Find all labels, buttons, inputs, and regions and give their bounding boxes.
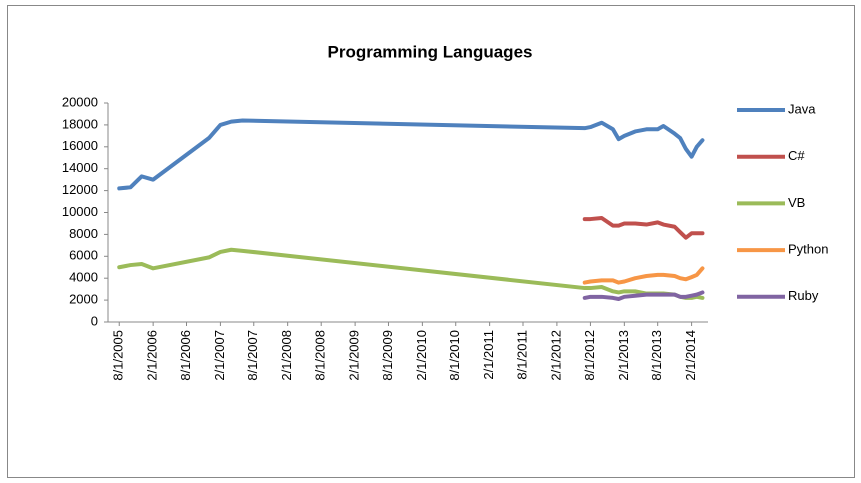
- y-tick-label: 4000: [69, 270, 98, 285]
- y-tick-label: 0: [91, 313, 98, 328]
- x-tick-label: 8/1/2006: [178, 330, 193, 381]
- x-tick-label: 8/1/2012: [582, 330, 597, 381]
- series-line: [117, 118, 705, 191]
- x-tick-label: 2/1/2012: [548, 330, 563, 381]
- x-tick-label: 2/1/2008: [279, 330, 294, 381]
- x-tick-label: 8/1/2009: [380, 330, 395, 381]
- series-line: [582, 215, 705, 240]
- legend-label: Python: [788, 242, 828, 257]
- y-tick-label: 8000: [69, 226, 98, 241]
- y-tick-label: 20000: [62, 94, 98, 109]
- x-tick-label: 8/1/2010: [447, 330, 462, 381]
- x-tick-label: 8/1/2013: [649, 330, 664, 381]
- legend-label: Ruby: [788, 288, 819, 303]
- x-tick-label: 2/1/2006: [145, 330, 160, 381]
- y-tick-label: 12000: [62, 182, 98, 197]
- x-tick-label: 2/1/2011: [481, 330, 496, 380]
- x-tick-label: 8/1/2005: [111, 330, 126, 381]
- y-tick-label: 2000: [69, 292, 98, 307]
- x-tick-label: 8/1/2007: [245, 330, 260, 381]
- legend-label: C#: [788, 148, 805, 163]
- x-tick-label: 2/1/2013: [616, 330, 631, 381]
- y-tick-label: 16000: [62, 138, 98, 153]
- x-tick-label: 2/1/2014: [683, 330, 698, 381]
- series-line: [582, 290, 705, 302]
- legend-label: VB: [788, 195, 805, 210]
- chart-frame: [7, 5, 855, 478]
- y-tick-label: 10000: [62, 204, 98, 219]
- y-tick-label: 6000: [69, 248, 98, 263]
- chart-title: Programming Languages: [328, 42, 533, 61]
- y-tick-label: 14000: [62, 160, 98, 175]
- x-tick-label: 8/1/2011: [514, 330, 529, 380]
- x-tick-label: 2/1/2009: [347, 330, 362, 381]
- y-tick-label: 18000: [62, 116, 98, 131]
- x-tick-label: 2/1/2007: [212, 330, 227, 381]
- x-tick-label: 2/1/2010: [414, 330, 429, 381]
- legend-label: Java: [788, 101, 816, 116]
- series-line: [582, 266, 705, 285]
- x-tick-label: 8/1/2008: [313, 330, 328, 381]
